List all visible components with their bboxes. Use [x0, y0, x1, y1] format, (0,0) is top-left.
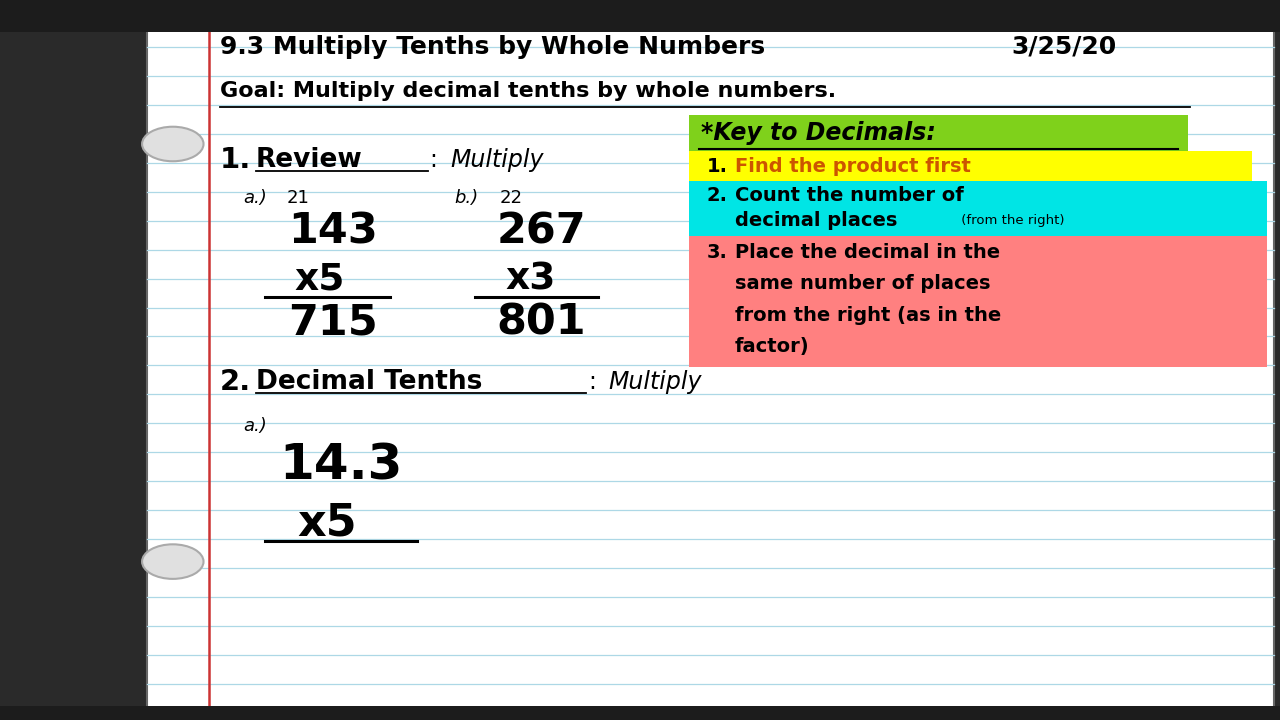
Text: :: :: [430, 148, 445, 172]
Bar: [689, 151, 1252, 181]
Text: 143: 143: [288, 211, 378, 253]
Text: 267: 267: [497, 211, 586, 253]
Text: Multiply: Multiply: [608, 369, 701, 394]
Circle shape: [142, 544, 204, 579]
Text: 2.: 2.: [220, 368, 251, 395]
Text: *Key to Decimals:: *Key to Decimals:: [701, 121, 936, 145]
Text: (from the right): (from the right): [957, 214, 1065, 227]
Text: 2.: 2.: [707, 186, 727, 204]
Text: 1.: 1.: [220, 146, 252, 174]
Text: 9.3 Multiply Tenths by Whole Numbers: 9.3 Multiply Tenths by Whole Numbers: [220, 35, 765, 59]
Text: Goal: Multiply decimal tenths by whole numbers.: Goal: Multiply decimal tenths by whole n…: [220, 81, 836, 101]
Text: factor): factor): [735, 337, 809, 356]
Text: Decimal Tenths: Decimal Tenths: [256, 369, 483, 395]
Text: :: :: [589, 369, 604, 394]
Text: x3: x3: [506, 261, 556, 297]
Bar: [689, 115, 1188, 151]
Text: Multiply: Multiply: [451, 148, 544, 172]
Text: a.): a.): [243, 418, 268, 435]
Text: 3.: 3.: [707, 243, 727, 262]
Text: from the right (as in the: from the right (as in the: [735, 305, 1001, 325]
Bar: [0, 706, 1280, 720]
Text: a.): a.): [243, 189, 268, 207]
Text: x5: x5: [297, 501, 357, 544]
Bar: [689, 181, 1267, 236]
Text: 715: 715: [288, 302, 378, 343]
Bar: [0, 0, 1280, 32]
Text: 22: 22: [499, 189, 522, 207]
Text: 3/25/20: 3/25/20: [1011, 35, 1116, 59]
Circle shape: [142, 127, 204, 161]
Text: 21: 21: [287, 189, 310, 207]
Bar: [689, 236, 1267, 367]
Text: b.): b.): [454, 189, 479, 207]
Text: 801: 801: [497, 302, 586, 343]
Text: same number of places: same number of places: [735, 274, 991, 294]
Bar: [147, 18, 1274, 713]
Text: 14.3: 14.3: [279, 442, 402, 490]
Text: x5: x5: [294, 261, 344, 297]
Text: decimal places: decimal places: [735, 211, 897, 230]
Text: Place the decimal in the: Place the decimal in the: [735, 243, 1000, 262]
Text: Review: Review: [256, 147, 362, 173]
Text: Find the product first: Find the product first: [735, 157, 970, 176]
Text: 1.: 1.: [707, 157, 727, 176]
Text: Count the number of: Count the number of: [735, 186, 964, 204]
